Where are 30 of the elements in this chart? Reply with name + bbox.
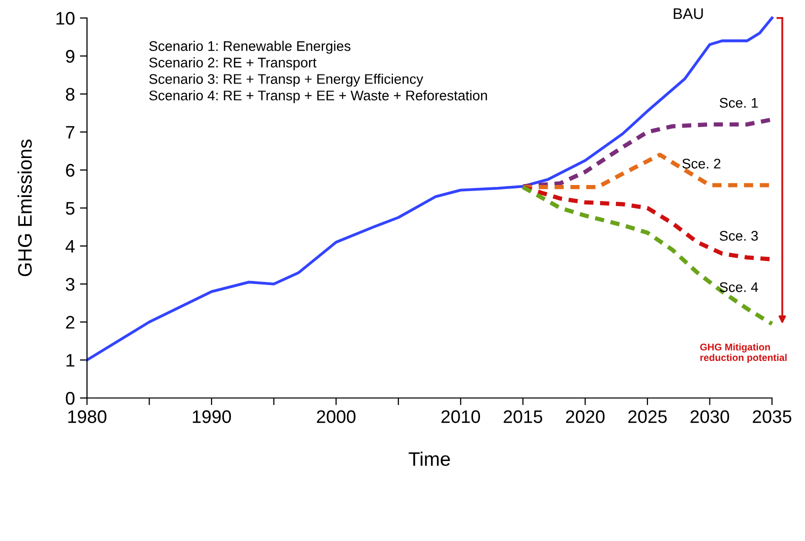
y-tick-label: 1	[66, 354, 74, 367]
x-tick-label: 2020	[566, 410, 605, 424]
y-tick-label: 5	[66, 202, 74, 215]
x-tick-label: 2000	[316, 410, 356, 424]
y-tick-label: 10	[56, 12, 74, 25]
series-label: Sce. 2	[682, 158, 720, 169]
x-tick-label: 2025	[628, 410, 667, 424]
y-tick-label: 3	[66, 278, 74, 291]
y-tick-label: 7	[66, 126, 74, 139]
y-tick-label: 6	[66, 164, 74, 177]
series-label: Sce. 1	[720, 98, 758, 108]
annotation: GHG Mitigation reduction potential	[700, 343, 787, 363]
series-label: Sce. 3	[720, 230, 758, 241]
x-tick-label: 2010	[441, 410, 480, 424]
y-axis-title: GHG Emissions	[18, 140, 32, 276]
x-tick-label: 1980	[68, 410, 106, 424]
series-label: BAU	[674, 8, 703, 20]
y-tick-label: 2	[66, 316, 74, 329]
x-tick-label: 2015	[504, 410, 542, 424]
y-tick-label: 8	[66, 88, 74, 101]
x-tick-label: 2035	[752, 410, 792, 424]
series-label: Sce. 4	[720, 282, 758, 292]
y-tick-label: 4	[66, 240, 75, 253]
y-tick-label: 9	[66, 50, 74, 63]
x-tick-label: 2030	[690, 410, 730, 424]
annotation: Scenario 1: Renewable Energies Scenario 2: RE + Transport Scenario 3: RE + Transp + Energy Efficiency Scenario 4: RE + Transp + EE + Waste + Reforestation	[149, 40, 487, 104]
x-axis-title: Time	[408, 452, 450, 466]
y-tick-label: 0	[66, 392, 74, 405]
x-tick-label: 1990	[192, 410, 231, 424]
line-series	[520, 185, 774, 326]
